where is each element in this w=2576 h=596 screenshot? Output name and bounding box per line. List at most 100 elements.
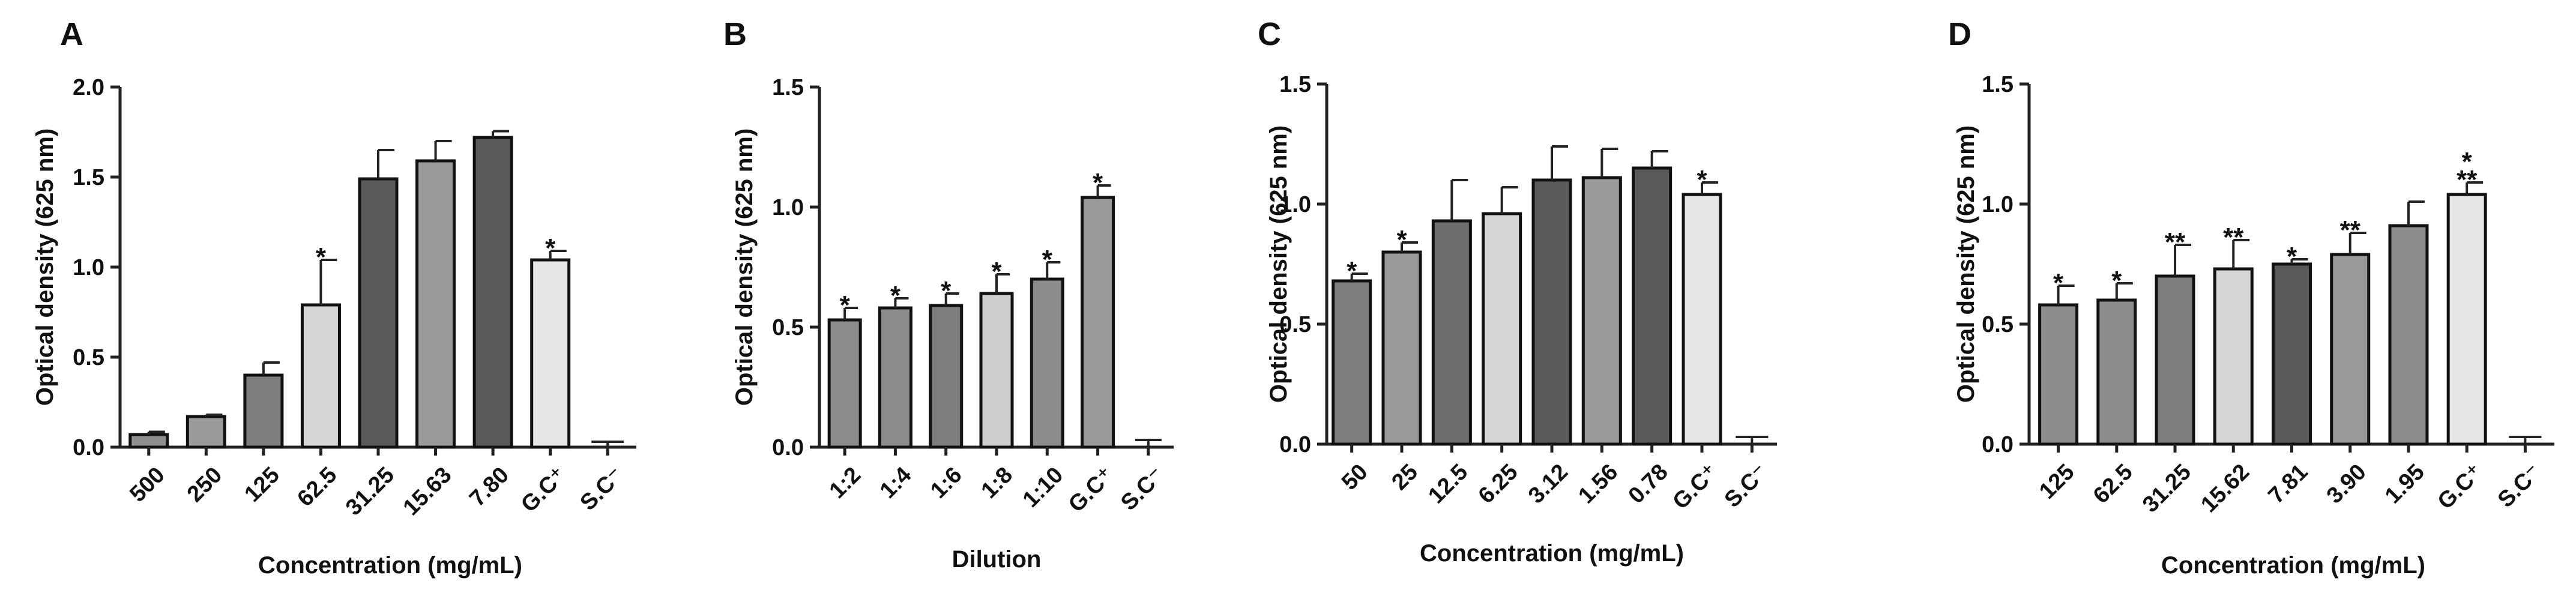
significance-marker: * [545, 233, 556, 263]
y-axis-title: Optical density (625 nm) [32, 128, 58, 406]
y-tick-label: 1.0 [73, 255, 104, 280]
bar [2213, 267, 2254, 446]
panel-label: D [1948, 16, 1971, 52]
y-tick-label: 1.5 [1982, 72, 2013, 97]
y-axis-title: Optical density (625 nm) [1953, 125, 1979, 403]
x-tick-label: 0.78 [1624, 459, 1673, 508]
y-tick-label: 1.5 [1279, 72, 1311, 97]
x-tick-label: 31.25 [2138, 459, 2196, 517]
significance-marker: * [1396, 225, 1407, 254]
significance-marker: * [316, 242, 327, 272]
y-tick-label: 1.0 [772, 195, 804, 220]
chart-panel-d: D Optical density (625 nm) 0.0 0.5 1.0 1.5 125… [1948, 16, 2554, 579]
x-axis-title: Concentration (mg/mL) [1420, 540, 1684, 567]
bar [2330, 253, 2371, 446]
bar [300, 303, 341, 449]
x-tick-label: 50 [1337, 459, 1373, 495]
bar [1632, 166, 1673, 446]
x-tick-label: 7.81 [2264, 459, 2313, 508]
x-tick-label: 1:8 [977, 462, 1018, 504]
x-tick-label: 15.63 [399, 462, 457, 520]
significance-marker: * [1347, 256, 1357, 286]
significance-marker: ** [2223, 223, 2244, 252]
chart-panel-c: C Optical density (625 nm) 0.0 0.5 1.0 1.5 50 *… [1258, 16, 1777, 567]
x-tick-label: 15.62 [2196, 459, 2254, 517]
y-tick-label: 0.5 [772, 315, 804, 340]
y-tick-label: 0.5 [1982, 312, 2013, 337]
x-tick-label: 6.25 [1474, 459, 1523, 508]
bar [878, 306, 912, 449]
bar [128, 433, 169, 449]
bar [2388, 224, 2429, 446]
x-tick-label: G.C⁺ [2433, 459, 2488, 514]
x-tick-label: 1.95 [2380, 459, 2430, 508]
x-tick-label: 1:4 [875, 462, 917, 504]
x-tick-label: 3.12 [1524, 459, 1573, 508]
x-tick-label: S.C⁻ [1116, 462, 1169, 516]
bar [530, 258, 571, 449]
significance-marker: * [1093, 168, 1103, 197]
x-axis-title: Concentration (mg/mL) [2161, 552, 2425, 579]
x-tick-label: 250 [182, 462, 228, 507]
bar [1030, 277, 1064, 449]
x-tick-label: G.C⁺ [516, 462, 572, 517]
x-tick-label: 62.5 [292, 462, 342, 511]
significance-marker: * [1042, 245, 1053, 274]
bar [1531, 178, 1572, 446]
significance-marker: ** [2165, 227, 2186, 257]
bar [2272, 262, 2312, 446]
bar [1081, 196, 1115, 449]
significance-marker: ** [2457, 165, 2478, 194]
y-tick-label: 1.0 [1279, 192, 1311, 217]
bar [929, 304, 964, 449]
x-tick-label: 1:2 [825, 462, 866, 504]
bar [2096, 298, 2137, 446]
x-tick-label: S.C⁻ [1720, 459, 1773, 513]
x-tick-label: 125 [2035, 459, 2080, 504]
y-tick-label: 2.0 [73, 75, 104, 100]
bar [979, 292, 1014, 449]
significance-marker: * [941, 276, 952, 306]
bar [2446, 193, 2487, 446]
x-tick-label: 500 [125, 462, 170, 507]
bar [1482, 212, 1522, 446]
bar [1581, 176, 1622, 446]
x-tick-label: G.C⁺ [1668, 459, 1723, 514]
x-axis-title: Dilution [952, 546, 1042, 573]
x-tick-label: 31.25 [341, 462, 399, 520]
x-tick-label: G.C⁺ [1064, 462, 1119, 517]
y-tick-label: 0.5 [73, 345, 104, 370]
y-axis-title: Optical density (625 nm) [731, 128, 758, 406]
y-tick-label: 0.0 [772, 435, 804, 460]
bar [186, 415, 226, 449]
significance-marker: * [1697, 165, 1707, 194]
x-tick-label: 125 [240, 462, 285, 507]
chart-panel-a: A Optical density (625 nm) 0.0 0.5 1.0 1.5 2.0… [32, 16, 636, 579]
bar [415, 159, 456, 449]
bar [1682, 193, 1722, 446]
bar [1332, 279, 1372, 446]
significance-marker: * [2053, 268, 2064, 298]
x-tick-label: 1:6 [926, 462, 967, 504]
x-tick-label: 12.5 [1423, 459, 1473, 508]
significance-marker: * [840, 290, 851, 320]
y-tick-label: 1.0 [1982, 192, 2013, 217]
y-tick-label: 0.5 [1279, 312, 1311, 337]
y-tick-label: 0.0 [1982, 432, 2013, 457]
significance-marker: * [2111, 266, 2122, 295]
y-tick-label: 0.0 [73, 435, 104, 460]
bar [2155, 274, 2195, 446]
panel-label: A [60, 16, 83, 52]
x-tick-label: 62.5 [2089, 459, 2138, 508]
significance-marker: * [991, 257, 1002, 286]
x-tick-label: 7.80 [465, 462, 514, 511]
x-tick-label: 25 [1387, 459, 1423, 495]
panel-label: C [1258, 16, 1281, 52]
x-tick-label: 1.56 [1573, 459, 1623, 508]
bar [1431, 219, 1472, 446]
y-tick-label: 1.5 [73, 165, 104, 190]
y-tick-label: 1.5 [772, 75, 804, 100]
panel-label: B [723, 16, 747, 52]
significance-marker: * [890, 281, 901, 310]
